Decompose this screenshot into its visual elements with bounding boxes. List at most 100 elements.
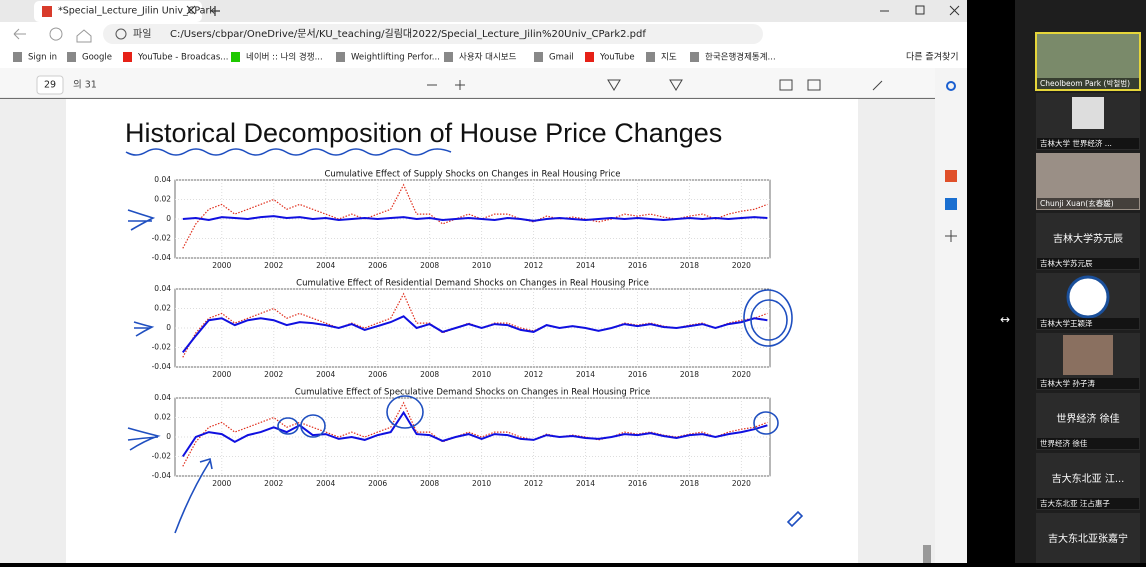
bookmark-icon [444,52,453,62]
tab-controls[interactable] [186,5,220,16]
participant-display-name: 世界经济 徐佳 [1056,412,1119,425]
charts: Cumulative Effect of Supply Shocks on Ch… [152,170,771,488]
participants: Cheolbeom Park (박철범) 吉林大学 世界经济 ... Chunji … [1035,32,1141,567]
series-line [181,410,768,458]
y-tick-label: 0 [166,432,171,441]
tab[interactable] [34,1,202,22]
bookmark-icon [231,52,240,62]
x-tick-label: 2002 [264,261,283,270]
participant-name: 吉林大学 世界经济 ... [1040,138,1112,148]
x-tick-label: 2018 [680,261,699,270]
participant-tile[interactable] [1036,513,1140,567]
x-tick-label: 2010 [472,261,491,270]
participant-name: Cheolbeom Park (박철범) [1040,78,1130,88]
y-tick-label: 0.02 [154,304,171,313]
bookmark[interactable]: Gmail [549,53,574,63]
window-controls[interactable] [880,5,960,16]
chart-title: Cumulative Effect of Speculative Demand … [295,388,650,398]
x-tick-label: 2008 [420,370,439,379]
name-label-bg [1037,438,1139,449]
pdf-tools[interactable] [427,79,883,91]
x-tick-label: 2016 [628,261,647,270]
x-tick-label: 2016 [628,370,647,379]
chart-title: Cumulative Effect of Supply Shocks on Ch… [324,170,620,180]
pdf-toolbar [0,68,935,98]
resize-handle[interactable]: ↔ [1000,313,1010,327]
x-tick-label: 2020 [732,479,751,488]
y-tick-label: -0.02 [152,343,172,352]
x-tick-label: 2012 [524,261,543,270]
page-total: 의 31 [73,80,97,91]
tab-icon [42,6,52,17]
name-label-bg [1037,258,1139,269]
x-tick-label: 2020 [732,370,751,379]
x-tick-label: 2006 [368,370,387,379]
bookmark[interactable]: Weightlifting Perfor... [351,53,440,63]
bookmark[interactable]: 한국은행경제통계... [705,52,776,63]
x-tick-label: 2004 [316,261,335,270]
avatar [1072,97,1104,129]
avatar [1063,335,1113,375]
url[interactable]: C:/Users/cbpar/OneDrive/문서/KU_teaching/길… [170,27,646,40]
bookmark[interactable]: Sign in [28,53,57,63]
x-tick-label: 2006 [368,261,387,270]
bookmark[interactable]: YouTube [599,53,635,63]
bookmark[interactable]: YouTube - Broadcas... [137,53,228,63]
y-tick-label: 0 [166,323,171,332]
x-tick-label: 2004 [316,370,335,379]
other-bookmarks[interactable]: 다른 즐겨찾기 [906,52,959,63]
participant-name: 吉大东北亚 汪占惠子 [1040,498,1110,508]
scrollbar[interactable] [923,545,931,563]
name-label-bg [1037,318,1139,329]
y-tick-label: 0.02 [154,195,171,204]
bookmark[interactable]: 지도 [661,53,677,63]
info-icon[interactable] [115,28,127,40]
x-tick-label: 2012 [524,370,543,379]
chart-title: Cumulative Effect of Residential Demand … [296,279,649,289]
x-tick-label: 2014 [576,261,595,270]
bookmark-icon [646,52,655,62]
tab-title[interactable]: *Special_Lecture_Jilin Univ_CPark [58,6,215,17]
bookmark-icon [13,52,22,62]
participant-display-name: 吉林大学苏元辰 [1053,232,1123,245]
series-line [182,215,768,222]
participant-name: 吉林大学 孙子涛 [1040,378,1095,388]
y-tick-label: -0.02 [152,234,172,243]
participant-display-name: 吉大东北亚张嘉宁 [1048,532,1128,545]
x-tick-label: 2012 [524,479,543,488]
series-line [182,315,768,354]
participant-name: Chunji Xuan(玄春媛) [1040,198,1114,208]
page-input[interactable] [36,75,64,95]
nav-buttons[interactable] [13,27,92,43]
x-tick-label: 2000 [212,261,231,270]
bookmarks-bar: Sign in Google YouTube - Broadcas... 네이버 ::… [13,52,776,63]
page-number[interactable]: 29 [44,80,56,91]
bookmark[interactable]: 사용자 대시보드 [459,53,517,63]
y-tick-label: 0.04 [154,393,171,402]
participant-name: 吉林大学苏元辰 [1040,258,1093,268]
participant-name: 世界经济 徐佳 [1040,438,1088,448]
name-label-bg [1037,198,1139,209]
x-tick-label: 2010 [472,370,491,379]
x-tick-label: 2014 [576,479,595,488]
name-label-bg [1037,78,1139,89]
y-tick-label: 0.02 [154,413,171,422]
x-tick-label: 2004 [316,479,335,488]
bookmark[interactable]: Google [82,53,112,63]
x-tick-label: 2000 [212,479,231,488]
participant-display-name: 吉大东北亚 江... [1052,472,1125,485]
series-line [182,183,768,249]
avatar [1066,275,1110,319]
bookmark-icon [690,52,699,62]
bookmark-icon [336,52,345,62]
x-tick-label: 2008 [420,479,439,488]
bookmark-icon [585,52,594,62]
name-label-bg [1037,138,1139,149]
name-label-bg [1037,378,1139,389]
address-bar[interactable] [103,24,763,44]
address-prefix: 파일 [133,28,151,40]
x-tick-label: 2010 [472,479,491,488]
bookmark[interactable]: 네이버 :: 나의 경쟁... [246,52,323,63]
